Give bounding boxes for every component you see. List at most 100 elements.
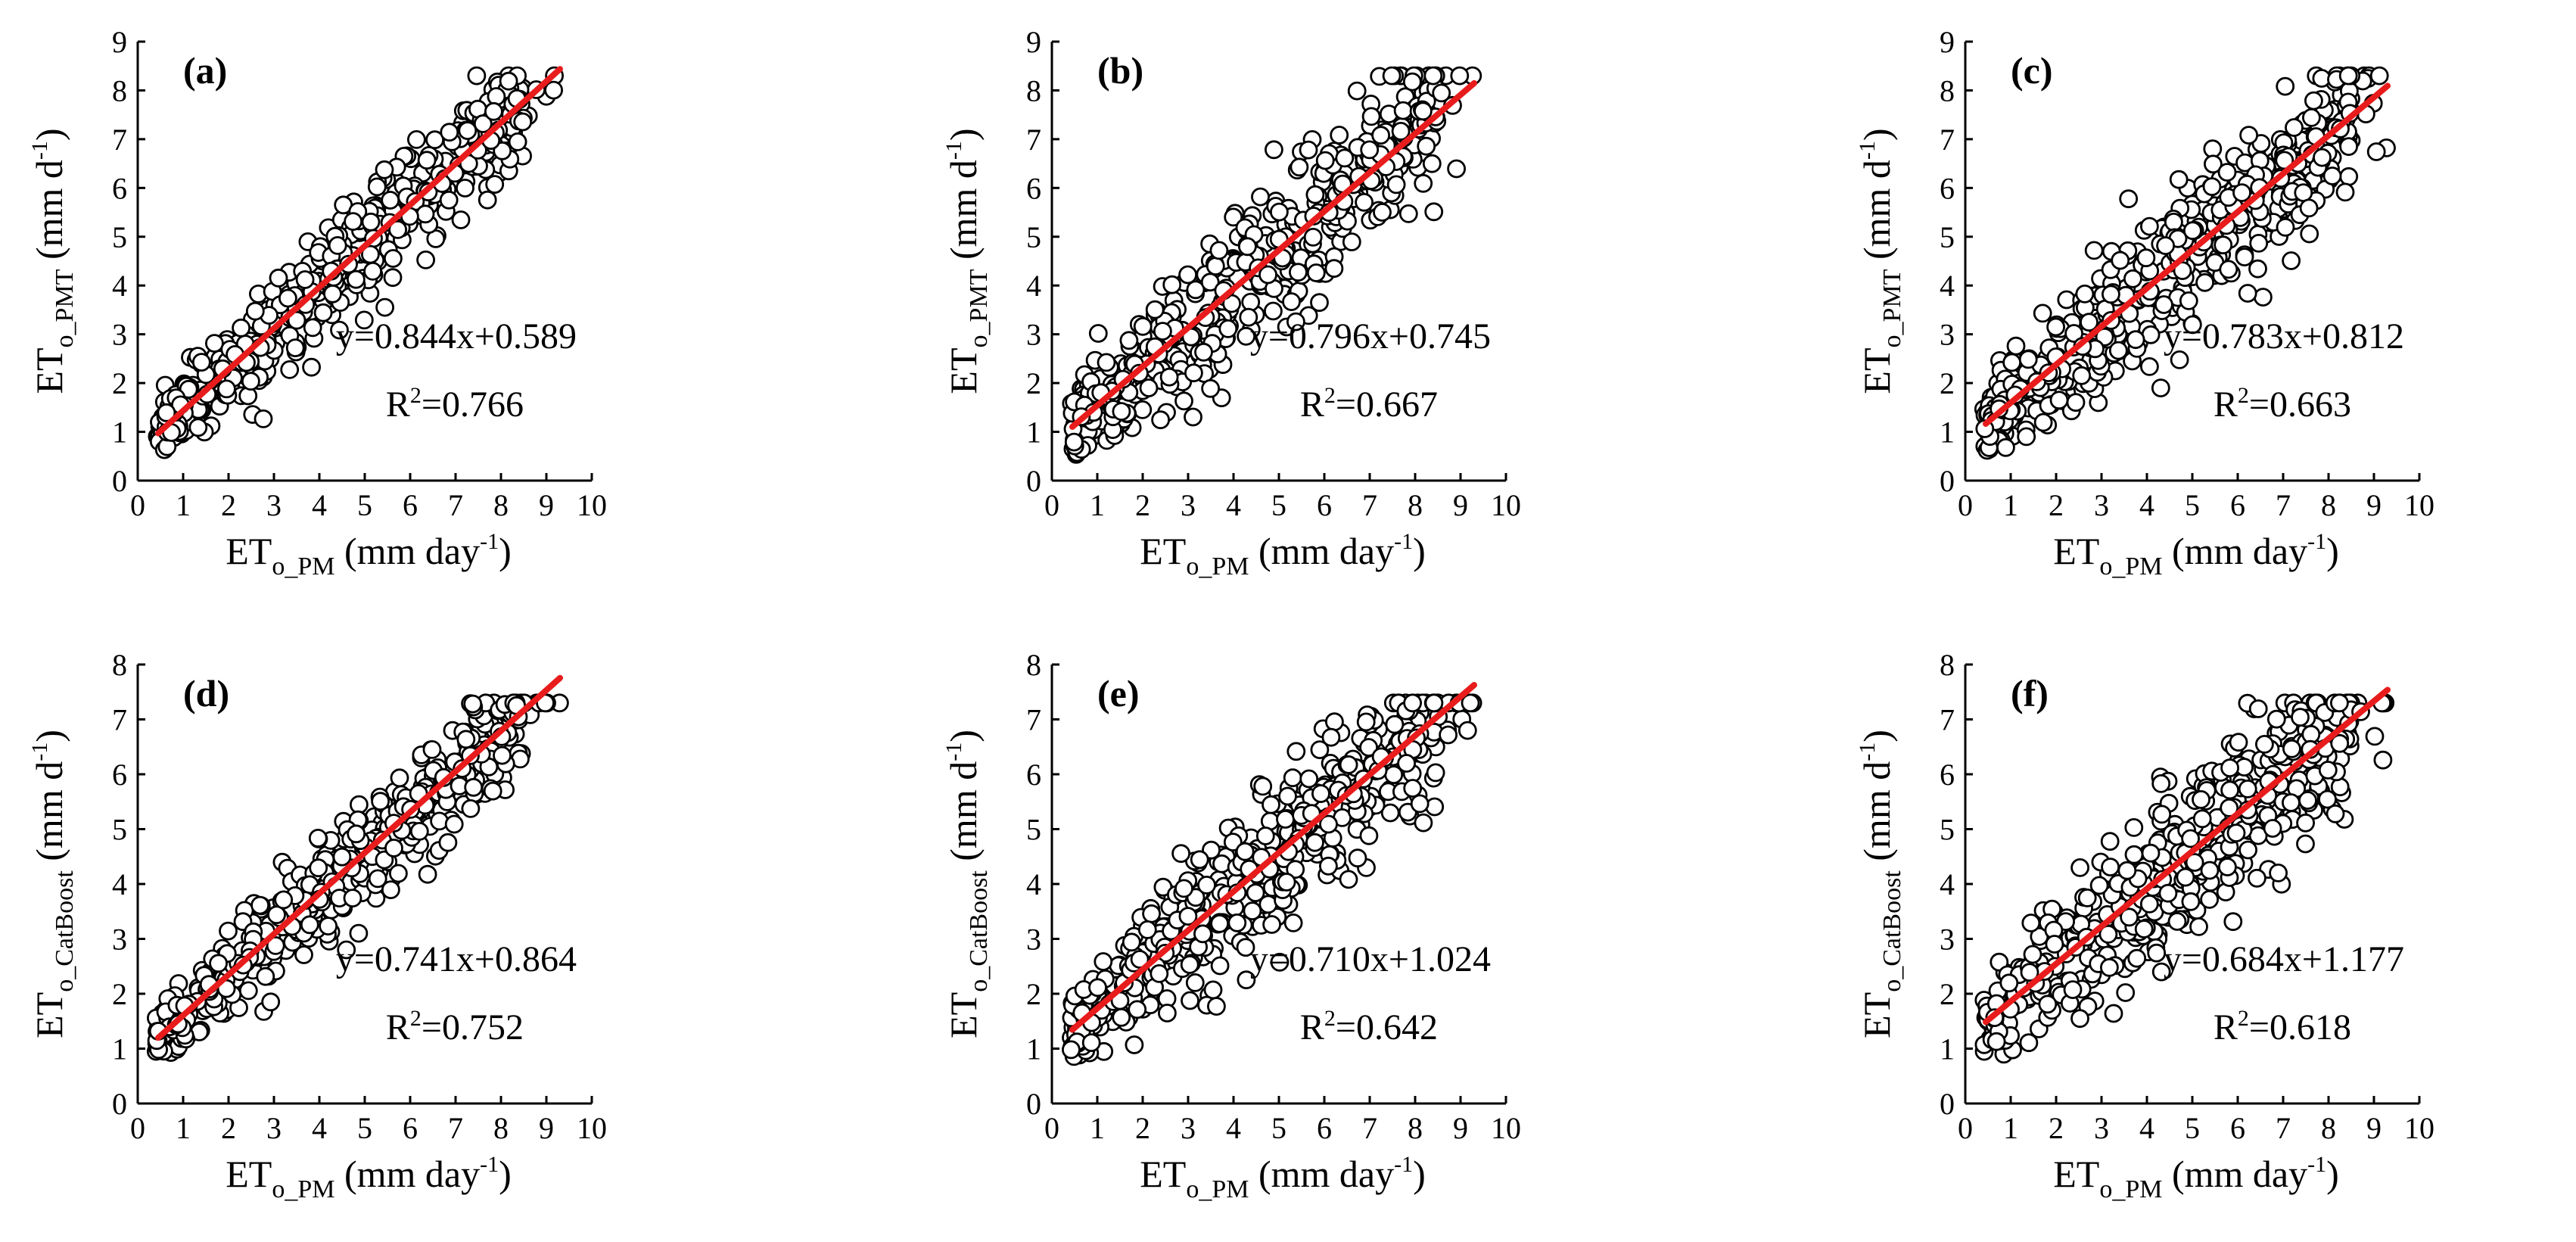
y-tick-label: 4 xyxy=(112,867,127,901)
data-point xyxy=(360,244,380,264)
data-point xyxy=(1171,844,1190,864)
data-point xyxy=(473,114,493,133)
data-point xyxy=(1088,978,1107,998)
data-point xyxy=(330,320,349,340)
data-point xyxy=(1283,914,1303,932)
y-axis-title: ETo_PMT (mm d-1) xyxy=(27,128,79,394)
data-point xyxy=(2066,393,2086,412)
data-point xyxy=(1278,786,1297,806)
y-tick-label: 8 xyxy=(112,73,127,107)
y-title-end: ) xyxy=(1856,730,1898,742)
data-point xyxy=(2151,774,2171,793)
data-point xyxy=(2276,76,2295,96)
data-point xyxy=(1243,901,1262,920)
data-point xyxy=(1270,202,1289,222)
data-point xyxy=(438,833,458,852)
data-point xyxy=(1262,915,1281,934)
data-point xyxy=(1125,1035,1144,1054)
x-tick-label: 3 xyxy=(1181,1111,1196,1145)
data-point xyxy=(1319,856,1338,876)
data-point xyxy=(2084,241,2104,260)
data-point xyxy=(1139,378,1159,397)
data-point xyxy=(1145,300,1165,319)
y-tick-label: 5 xyxy=(1026,813,1041,847)
x-tick-label: 4 xyxy=(2139,488,2154,522)
data-point xyxy=(1194,342,1213,362)
data-point xyxy=(319,917,338,935)
data-point xyxy=(2134,920,2154,939)
x-title-tail: (mm day xyxy=(2162,1153,2307,1195)
y-title-end: ) xyxy=(942,128,985,141)
data-point xyxy=(1151,410,1170,430)
y-tick-label: 7 xyxy=(1940,123,1955,157)
y-tick-label: 3 xyxy=(1940,923,1955,957)
data-point xyxy=(278,288,297,308)
data-point xyxy=(2322,167,2342,185)
data-point xyxy=(1426,763,1445,783)
data-point xyxy=(2147,943,2167,963)
data-point xyxy=(1258,265,1277,285)
r-squared: R2=0.642 xyxy=(1300,1006,1438,1047)
data-point xyxy=(1424,693,1444,713)
x-title-sup: -1 xyxy=(1394,1152,1413,1177)
x-tick-label: 5 xyxy=(1271,488,1286,522)
data-point xyxy=(2329,693,2349,713)
data-point xyxy=(2070,1009,2089,1029)
data-point xyxy=(2285,118,2304,137)
data-point xyxy=(478,190,497,210)
data-point xyxy=(308,829,328,848)
data-point xyxy=(1414,101,1433,121)
data-point xyxy=(1310,293,1329,313)
data-point xyxy=(354,310,374,330)
y-tick-label: 7 xyxy=(1026,123,1041,157)
data-point xyxy=(2238,840,2258,860)
data-point xyxy=(430,811,449,831)
y-tick-label: 2 xyxy=(1026,977,1041,1011)
data-point xyxy=(1162,275,1182,294)
data-point xyxy=(1122,932,1141,952)
data-point xyxy=(1305,185,1325,204)
data-point xyxy=(1447,159,1466,179)
x-tick-label: 1 xyxy=(2003,488,2018,522)
data-point xyxy=(375,297,395,317)
y-tick-label: 1 xyxy=(1940,416,1955,450)
data-point xyxy=(1306,263,1326,282)
data-point xyxy=(456,179,474,198)
y-tick-label: 7 xyxy=(112,703,127,737)
y-tick-label: 8 xyxy=(1940,648,1955,682)
r-squared: R2=0.766 xyxy=(386,383,524,425)
data-point xyxy=(2229,733,2248,752)
y-title-tail: (mm d xyxy=(942,160,985,269)
data-point xyxy=(285,338,305,358)
y-title-end: ) xyxy=(28,730,70,742)
data-point xyxy=(1385,714,1405,734)
data-point xyxy=(2182,221,2202,241)
data-point xyxy=(2195,272,2215,292)
data-point xyxy=(1325,712,1344,732)
y-tick-label: 8 xyxy=(112,648,127,682)
data-point xyxy=(2339,167,2359,186)
data-point xyxy=(1393,101,1413,120)
data-point xyxy=(1119,331,1139,350)
scatter-points xyxy=(146,693,569,1062)
x-tick-label: 6 xyxy=(2230,488,2245,522)
y-tick-label: 6 xyxy=(1026,758,1041,792)
data-point xyxy=(2179,291,2198,310)
data-point xyxy=(2266,709,2286,729)
y-axis-title: ETo_CatBoost (mm d-1) xyxy=(941,730,993,1038)
data-point xyxy=(1286,742,1306,761)
x-tick-label: 0 xyxy=(130,488,145,522)
panel-d: 0 1 2 3 4 5 6 7 8 9 10012345678(d)y=0.741x+0.864R2… xyxy=(27,648,607,1203)
data-point xyxy=(2226,823,2246,842)
data-point xyxy=(261,992,281,1012)
data-point xyxy=(1996,437,2015,457)
data-point xyxy=(2139,895,2159,914)
data-point xyxy=(1347,81,1367,101)
x-tick-label: 5 xyxy=(2185,488,2200,522)
data-point xyxy=(1255,826,1275,845)
data-point xyxy=(1397,754,1416,773)
data-point xyxy=(157,403,176,422)
data-point xyxy=(2141,843,2161,863)
data-point xyxy=(2220,780,2240,800)
